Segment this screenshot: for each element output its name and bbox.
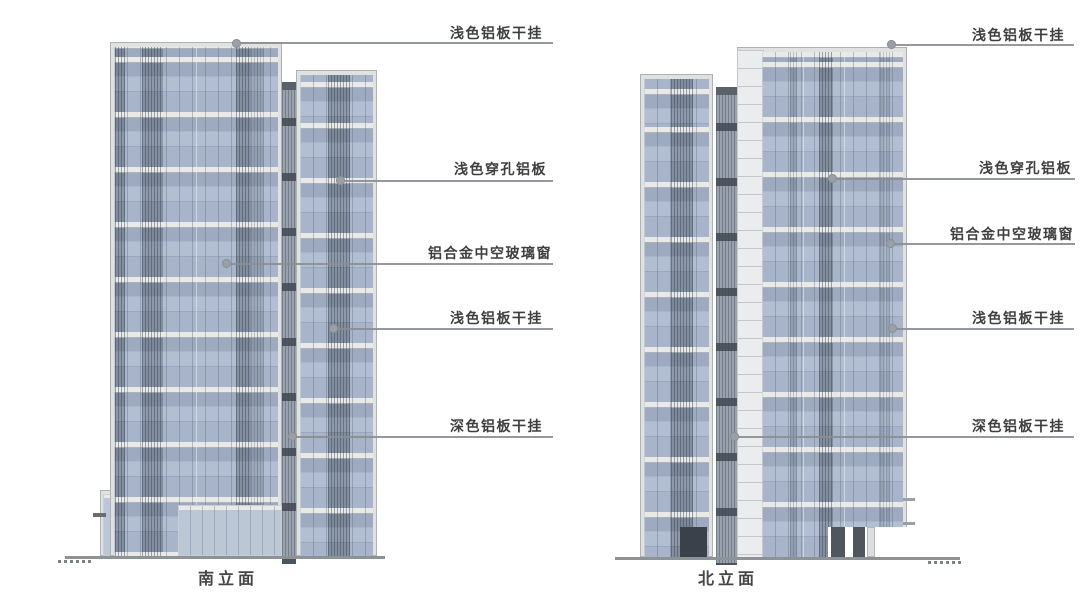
south-ground-ticks [58, 560, 94, 563]
north-main-tower-curtain-wall [762, 52, 903, 557]
north-ground-ticks [928, 561, 962, 564]
leader-dot [886, 239, 895, 248]
south-ground-line [65, 556, 385, 559]
south-main-tower-curtain-wall [114, 47, 278, 556]
perforated-panel-strip [880, 52, 890, 557]
south-canopy [93, 513, 106, 517]
elevation-title-north: 北立面 [697, 571, 758, 588]
north-annex-curtain-wall [644, 79, 709, 557]
annotation-label: 浅色铝板干挂 [450, 310, 543, 326]
south-recessed-link [282, 82, 296, 564]
leader-dot [887, 40, 896, 49]
south-main-tower [110, 42, 282, 556]
leader-dot [232, 39, 241, 48]
leader-line [734, 436, 1074, 438]
annotation-label: 深色铝板干挂 [450, 418, 543, 434]
leader-line [236, 42, 553, 44]
annotation-label: 铝合金中空玻璃窗 [428, 245, 552, 261]
annotation-label: 浅色穿孔铝板 [979, 160, 1072, 176]
leader-dot [888, 324, 897, 333]
leader-line [292, 436, 553, 438]
leader-dot [828, 174, 837, 183]
perforated-panel-strip [236, 47, 251, 556]
perforated-panel-strip [671, 79, 693, 557]
perforated-panel-strip [819, 52, 833, 557]
south-storefront-glazing [178, 505, 282, 556]
annotation-label: 浅色穿孔铝板 [454, 161, 547, 177]
leader-line [340, 180, 553, 182]
annotation-label: 浅色铝板干挂 [972, 310, 1065, 326]
annotation-label: 浅色铝板干挂 [450, 25, 543, 41]
south-annex-curtain-wall [300, 75, 373, 556]
north-annex-tower [640, 74, 713, 557]
pilotis-column [867, 527, 875, 557]
perforated-panel-strip [142, 47, 163, 556]
perforated-panel-strip [115, 47, 125, 556]
leader-line [832, 178, 1075, 180]
leader-line [333, 328, 553, 330]
pilotis-column [831, 527, 845, 557]
leader-dot [329, 324, 338, 333]
leader-dot [336, 176, 345, 185]
annotation-label: 浅色铝板干挂 [972, 27, 1065, 43]
pilotis-column [853, 527, 865, 557]
leader-dot [222, 259, 231, 268]
north-main-tower [737, 47, 907, 557]
north-entrance-door [680, 527, 707, 557]
perforated-panel-strip [790, 52, 797, 557]
leader-line [226, 263, 553, 265]
leader-dot [730, 432, 739, 441]
perforated-panel-strip [251, 47, 264, 556]
north-core-white-band [737, 50, 764, 557]
perforated-panel-strip [328, 75, 350, 556]
annotation-label: 铝合金中空玻璃窗 [950, 226, 1074, 242]
leader-line [891, 44, 1074, 46]
elevation-title-south: 南立面 [197, 571, 258, 588]
annotation-label: 深色铝板干挂 [972, 418, 1065, 434]
facade-projection-tick [903, 522, 915, 525]
leader-line [890, 243, 1075, 245]
north-ground-line [615, 557, 960, 560]
leader-line [892, 328, 1074, 330]
south-annex-tower [296, 70, 377, 556]
leader-dot [288, 432, 297, 441]
north-recessed-link [716, 87, 737, 565]
facade-projection-tick [903, 498, 915, 501]
